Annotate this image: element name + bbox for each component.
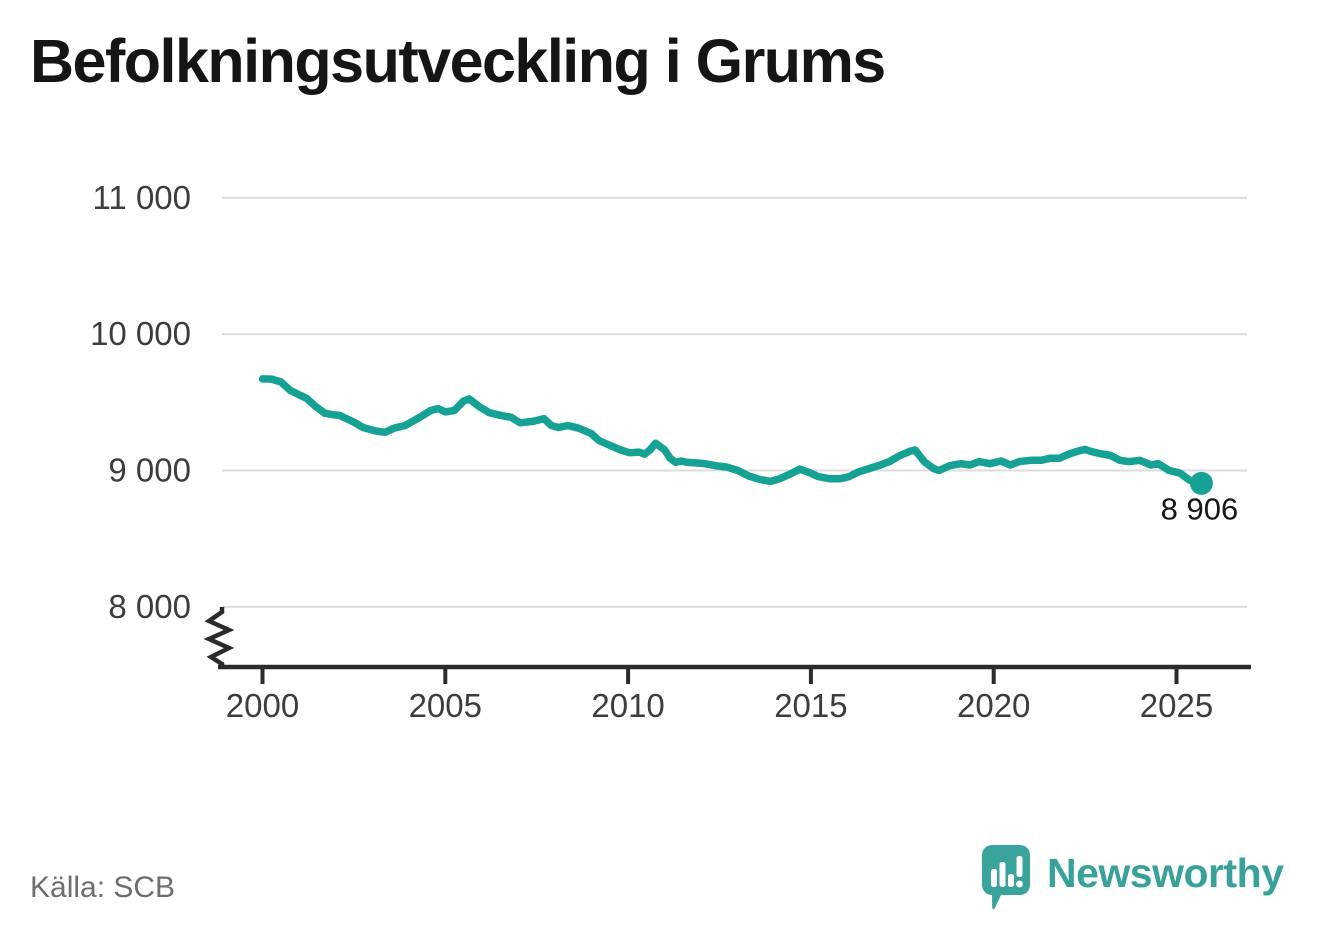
y-tick-label: 8 000 [108,588,191,625]
x-tick-label: 2025 [1140,687,1213,724]
speech-bubble-shape [982,845,1030,910]
bar-tall [999,862,1006,887]
chart-title: Befolkningsutveckling i Grums [30,27,886,95]
y-tick-label: 10 000 [90,315,191,352]
exclamation-dot [1016,880,1023,888]
y-axis-break-icon [203,607,235,667]
x-tick-label: 2005 [409,687,482,724]
end-point-dot [1189,471,1213,495]
exclamation-bar [1016,856,1023,877]
bar-chart-speech-bubble-icon [982,845,1030,910]
bar-medium [1008,874,1014,887]
population-line [258,375,1203,488]
x-tick-label: 2020 [957,687,1030,724]
x-tick-label: 2000 [226,687,299,724]
x-tick-label: 2015 [774,687,847,724]
end-value-label: 8 906 [1161,491,1239,526]
x-tick-label: 2010 [591,687,664,724]
y-tick-label: 11 000 [93,179,191,216]
bar-small [991,869,997,887]
y-tick-label: 9 000 [108,452,191,489]
newsworthy-logo: Newsworthy [982,845,1284,911]
newsworthy-brand-text: Newsworthy [1047,850,1284,896]
source-label: Källa: SCB [30,871,176,904]
